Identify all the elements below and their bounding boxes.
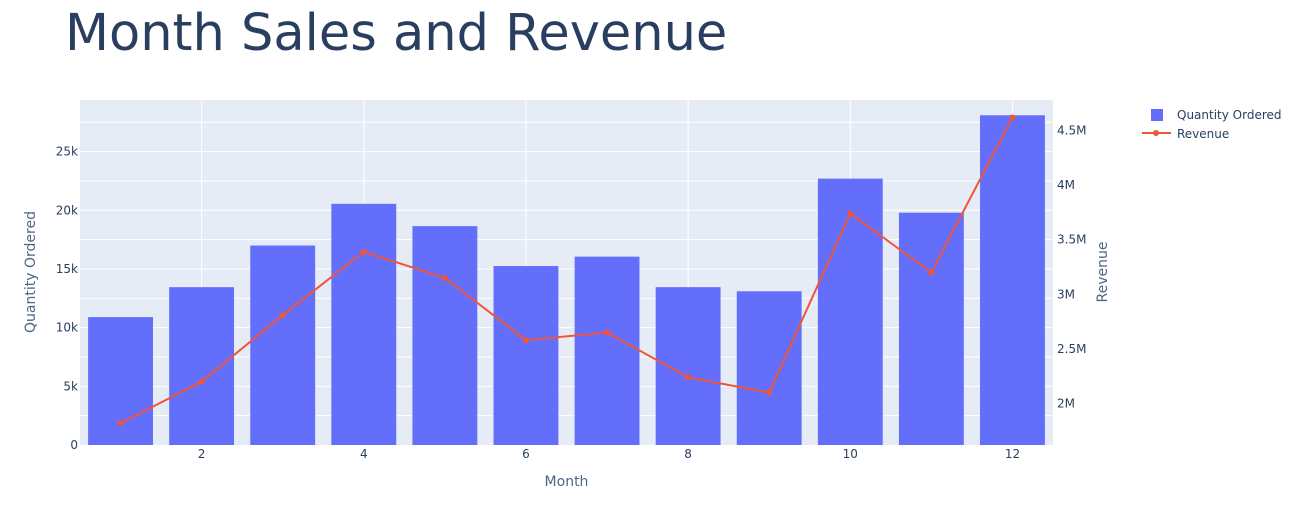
x-tick-label: 2	[198, 447, 206, 461]
bars-quantity-ordered	[88, 115, 1045, 446]
y2-tick-label: 4.5M	[1057, 124, 1086, 138]
line-revenue	[117, 114, 1016, 427]
y-tick-label: 15k	[56, 262, 78, 276]
bar-month-9	[736, 291, 802, 445]
y-tick-label: 5k	[63, 379, 78, 393]
y2-tick-label: 4M	[1057, 178, 1075, 192]
x-axis-title: Month	[545, 474, 589, 490]
y-tick-label: 0	[70, 438, 78, 452]
y-tick-labels: 0 5k 10k 15k 20k 25k	[56, 145, 78, 452]
revenue-point-month-8	[685, 374, 692, 381]
legend-item-quantity-ordered[interactable]: Quantity Ordered	[1151, 108, 1282, 122]
y-tick-label: 25k	[56, 145, 78, 159]
y2-tick-label: 3.5M	[1057, 233, 1086, 247]
revenue-point-month-7	[604, 329, 611, 336]
bar-month-10	[817, 178, 883, 446]
legend[interactable]: Quantity Ordered Revenue	[1142, 108, 1282, 141]
legend-swatch-bar	[1151, 109, 1163, 121]
bar-month-11	[898, 212, 964, 445]
legend-label-quantity-ordered: Quantity Ordered	[1177, 108, 1282, 122]
x-tick-label: 4	[360, 447, 368, 461]
revenue-point-month-4	[360, 248, 367, 255]
y2-tick-label: 3M	[1057, 287, 1075, 301]
revenue-point-month-12	[1009, 114, 1016, 121]
y-tick-label: 10k	[56, 321, 78, 335]
revenue-point-month-5	[441, 274, 448, 281]
revenue-point-month-10	[847, 210, 854, 217]
y2-tick-labels: 2M 2.5M 3M 3.5M 4M 4.5M	[1057, 124, 1086, 411]
x-tick-labels: 2 4 6 8 10 12	[198, 447, 1020, 461]
bar-month-12	[980, 115, 1045, 446]
legend-label-revenue: Revenue	[1177, 127, 1229, 141]
revenue-point-month-9	[766, 389, 773, 396]
y2-tick-label: 2.5M	[1057, 342, 1086, 356]
x-tick-label: 12	[1005, 447, 1020, 461]
y-axis-title: Quantity Ordered	[23, 211, 39, 333]
plot-background	[80, 100, 1053, 445]
bar-month-7	[574, 256, 640, 445]
bar-month-6	[493, 266, 559, 445]
chart-title: Month Sales and Revenue	[65, 4, 727, 63]
revenue-point-month-3	[279, 312, 286, 319]
bar-month-4	[331, 203, 397, 445]
legend-swatch-marker	[1153, 130, 1159, 136]
revenue-point-month-2	[198, 378, 205, 385]
x-tick-label: 6	[522, 447, 530, 461]
revenue-point-month-11	[928, 269, 935, 276]
y-tick-label: 20k	[56, 203, 78, 217]
x-tick-label: 10	[843, 447, 858, 461]
bar-month-3	[250, 245, 316, 445]
revenue-point-month-6	[522, 337, 529, 344]
legend-item-revenue[interactable]: Revenue	[1142, 127, 1229, 141]
bar-month-2	[169, 287, 235, 445]
x-tick-label: 8	[684, 447, 692, 461]
y2-tick-label: 2M	[1057, 397, 1075, 411]
revenue-point-month-1	[117, 420, 124, 427]
y2-axis-title: Revenue	[1095, 242, 1111, 303]
gridlines	[80, 100, 1053, 445]
bar-month-5	[412, 226, 478, 445]
bar-month-8	[655, 287, 721, 445]
revenue-line-path	[120, 117, 1014, 425]
